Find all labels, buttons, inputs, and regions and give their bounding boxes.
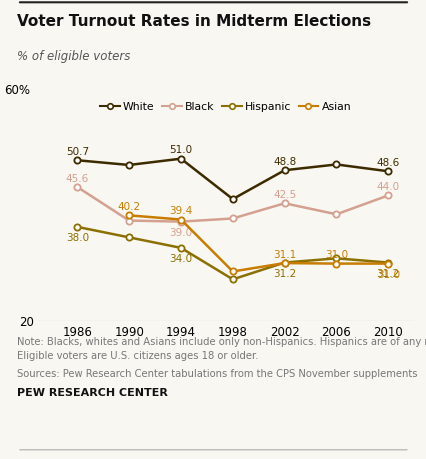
Text: 48.6: 48.6 <box>376 158 399 168</box>
Text: 44.0: 44.0 <box>376 182 399 192</box>
Text: 39.0: 39.0 <box>169 228 192 238</box>
Text: Note: Blacks, whites and Asians include only non-Hispanics. Hispanics are of any: Note: Blacks, whites and Asians include … <box>17 337 426 347</box>
Text: 31.0: 31.0 <box>324 250 347 260</box>
Text: 39.4: 39.4 <box>169 206 192 216</box>
Legend: White, Black, Hispanic, Asian: White, Black, Hispanic, Asian <box>100 102 350 112</box>
Text: Voter Turnout Rates in Midterm Elections: Voter Turnout Rates in Midterm Elections <box>17 14 370 29</box>
Text: 31.1: 31.1 <box>272 250 296 260</box>
Text: Eligible voters are U.S. citizens ages 18 or older.: Eligible voters are U.S. citizens ages 1… <box>17 351 258 361</box>
Text: 50.7: 50.7 <box>66 147 89 157</box>
Text: 31.0: 31.0 <box>376 270 399 280</box>
Text: 42.5: 42.5 <box>272 190 296 200</box>
Text: % of eligible voters: % of eligible voters <box>17 50 130 63</box>
Text: 51.0: 51.0 <box>169 145 192 155</box>
Text: 31.2: 31.2 <box>376 269 399 279</box>
Text: Sources: Pew Research Center tabulations from the CPS November supplements: Sources: Pew Research Center tabulations… <box>17 369 417 380</box>
Text: PEW RESEARCH CENTER: PEW RESEARCH CENTER <box>17 388 167 398</box>
Text: 40.2: 40.2 <box>117 202 140 212</box>
Text: 48.8: 48.8 <box>272 157 296 167</box>
Text: 34.0: 34.0 <box>169 254 192 264</box>
Text: 60%: 60% <box>5 84 31 96</box>
Text: 38.0: 38.0 <box>66 233 89 243</box>
Text: 45.6: 45.6 <box>66 174 89 184</box>
Text: 31.2: 31.2 <box>272 269 296 279</box>
